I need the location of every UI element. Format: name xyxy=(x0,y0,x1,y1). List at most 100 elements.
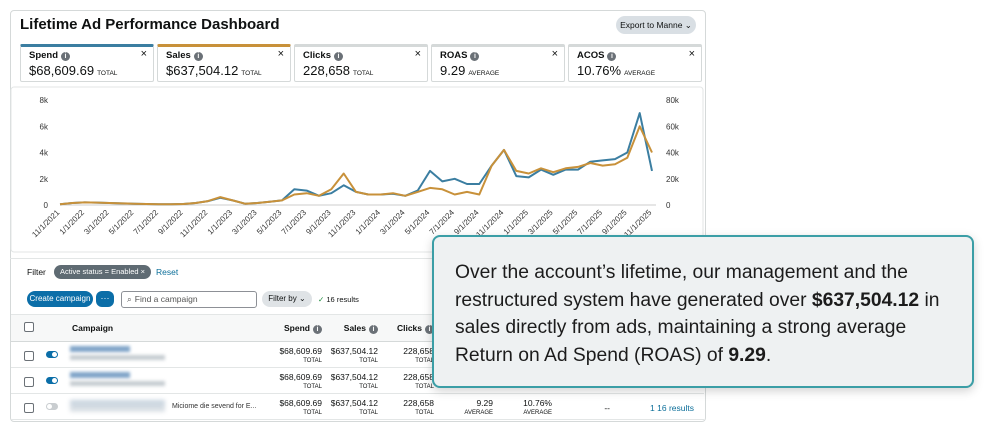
table-cell: $637,504.12 TOTAL xyxy=(324,346,378,366)
y-tick-label: 2k xyxy=(40,175,49,184)
row-divider xyxy=(11,419,704,420)
y-tick-label: 0 xyxy=(44,201,49,210)
close-icon[interactable]: × xyxy=(277,48,284,60)
x-tick-label: 7/1/2022 xyxy=(132,208,161,237)
x-tick-label: 5/1/2024 xyxy=(403,208,432,237)
table-cell: $637,504.12 TOTAL xyxy=(324,398,378,418)
metric-name: Sales xyxy=(166,50,191,61)
metric-unit: TOTAL xyxy=(353,70,374,77)
close-icon[interactable]: × xyxy=(551,48,558,60)
metric-value-row: $68,609.69 TOTAL xyxy=(29,63,117,78)
metric-unit: AVERAGE xyxy=(468,70,500,77)
table-cell: $637,504.12 TOTAL xyxy=(324,372,378,392)
checkbox[interactable] xyxy=(24,377,34,387)
cell-value: 228,658 xyxy=(403,372,434,382)
checkbox[interactable] xyxy=(24,351,34,361)
filter-chip[interactable]: Active status = Enabled × xyxy=(54,265,152,279)
cell-value: $637,504.12 xyxy=(330,398,378,408)
metric-value-row: 10.76% AVERAGE xyxy=(577,63,655,78)
y-tick-label: 80k xyxy=(666,96,680,105)
cell-unit: TOTAL xyxy=(415,358,434,364)
metric-value: $68,609.69 xyxy=(29,63,95,78)
metric-card: ACOS i 10.76% AVERAGE × xyxy=(568,44,702,82)
close-icon[interactable]: × xyxy=(414,48,421,60)
export-label[interactable]: Export to Manne xyxy=(620,20,683,30)
checkbox[interactable] xyxy=(24,403,34,413)
search-placeholder[interactable]: Find a campaign xyxy=(134,294,198,304)
search-box[interactable]: ⌕ Find a campaign xyxy=(121,291,257,308)
create-campaign-button[interactable]: Create campaign xyxy=(27,291,93,307)
callout-text: Over the account’s lifetime, our managem… xyxy=(455,259,960,369)
info-icon: i xyxy=(334,52,343,61)
table-cell: $68,609.69 TOTAL xyxy=(260,398,322,418)
campaign-blurred xyxy=(70,355,165,360)
cell-value: $637,504.12 xyxy=(330,346,378,356)
filter-label: Filter xyxy=(27,267,46,277)
y-tick-label: 60k xyxy=(666,122,680,131)
checkbox[interactable] xyxy=(24,322,34,332)
metric-name: ACOS xyxy=(577,50,605,61)
y-tick-label: 40k xyxy=(666,149,680,158)
cell-value: $68,609.69 xyxy=(279,372,322,382)
x-tick-label: 11/1/2021 xyxy=(30,208,61,239)
metric-card: Sales i $637,504.12 TOTAL × xyxy=(157,44,291,82)
callout-highlight: 9.29 xyxy=(728,344,766,366)
chip-label[interactable]: Active status = Enabled xyxy=(60,267,139,276)
chart-frame xyxy=(10,86,704,253)
y-tick-label: 8k xyxy=(40,96,49,105)
more-button[interactable]: ··· xyxy=(96,291,114,307)
filter-by-label[interactable]: Filter by xyxy=(268,294,297,303)
results-count: ✓ 16 results xyxy=(318,295,359,304)
y-tick-label: 4k xyxy=(40,149,49,158)
campaign-blurred xyxy=(70,400,165,412)
divider xyxy=(10,258,704,259)
cell-unit: TOTAL xyxy=(359,384,378,390)
filter-by-button[interactable]: Filter by ⌄ xyxy=(262,291,312,307)
x-tick-label: 3/1/2022 xyxy=(82,208,111,237)
export-button[interactable]: Export to Manne ⌄ xyxy=(616,16,696,34)
cell-value: $637,504.12 xyxy=(330,372,378,382)
x-tick-label: 5/1/2025 xyxy=(551,208,580,237)
callout: Over the account’s lifetime, our managem… xyxy=(432,235,974,388)
column-header: Sales i xyxy=(324,323,378,334)
cell-value: $68,609.69 xyxy=(279,398,322,408)
x-tick-label: 11/1/2022 xyxy=(178,208,209,239)
x-tick-label: 3/1/2025 xyxy=(526,208,555,237)
search-icon: ⌕ xyxy=(127,294,132,304)
column-header: Clicks i xyxy=(384,323,434,334)
y-tick-label: 6k xyxy=(40,122,49,131)
toggle-knob xyxy=(52,352,57,357)
campaign-name: Miciome die sevend for E... xyxy=(172,403,257,410)
column-header-text: Sales xyxy=(343,323,366,333)
table-cell: 228,658 TOTAL xyxy=(384,398,434,418)
metric-name-row: ACOS i xyxy=(577,50,617,61)
campaign-blurred xyxy=(70,346,130,352)
metric-card: Clicks i 228,658 TOTAL × xyxy=(294,44,428,82)
x-tick-label: 5/1/2023 xyxy=(255,208,284,237)
cell-value: -- xyxy=(604,403,610,413)
cell-value: 10.76% xyxy=(523,398,552,408)
metric-name-row: Spend i xyxy=(29,50,71,61)
status-toggle[interactable] xyxy=(46,377,58,384)
cell-unit: TOTAL xyxy=(359,358,378,364)
results-text: 16 results xyxy=(326,295,359,304)
x-tick-label: 11/1/2023 xyxy=(326,208,357,239)
cell-unit: TOTAL xyxy=(359,410,378,416)
cell-value: 228,658 xyxy=(403,346,434,356)
metric-value: 9.29 xyxy=(440,63,466,78)
callout-highlight: $637,504.12 xyxy=(811,289,920,311)
table-cell: 228,658 TOTAL xyxy=(384,346,434,366)
table-cell: $68,609.69 TOTAL xyxy=(260,346,322,366)
metric-card: ROAS i 9.29 AVERAGE × xyxy=(431,44,565,82)
cell-value: 228,658 xyxy=(403,398,434,408)
status-toggle[interactable] xyxy=(46,351,58,358)
x-tick-label: 3/1/2023 xyxy=(230,208,259,237)
cell-unit: TOTAL xyxy=(415,410,434,416)
toggle-knob xyxy=(47,404,52,409)
close-icon[interactable]: × xyxy=(140,48,147,60)
reset-link[interactable]: Reset xyxy=(156,267,179,277)
cell-unit: TOTAL xyxy=(303,384,322,390)
cell-value: $68,609.69 xyxy=(279,346,322,356)
status-toggle[interactable] xyxy=(46,403,58,410)
close-icon[interactable]: × xyxy=(688,48,695,60)
